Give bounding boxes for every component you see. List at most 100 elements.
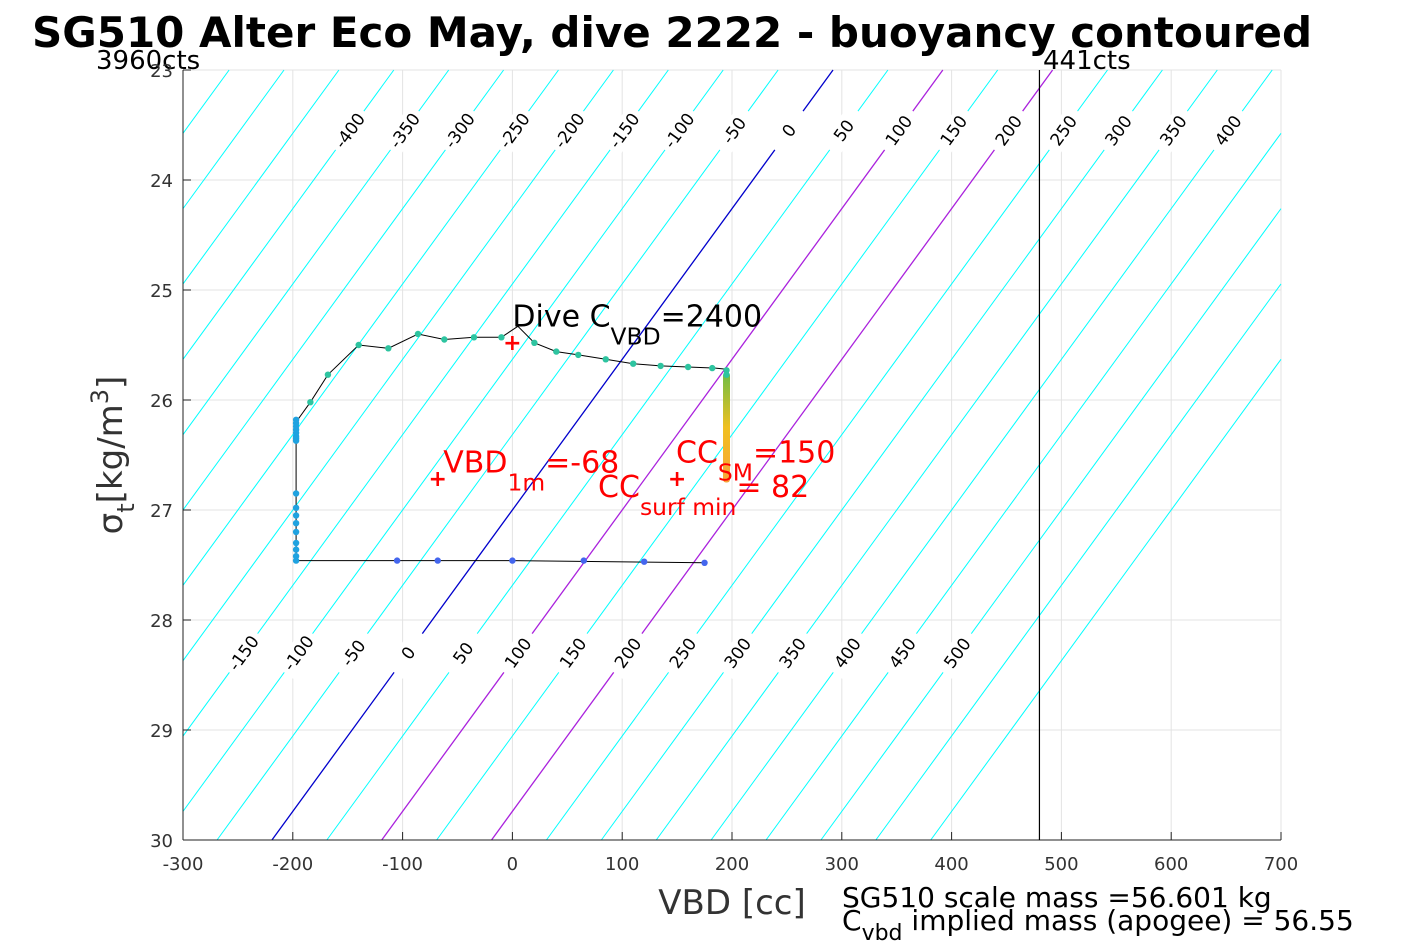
x-tick-label: 100 xyxy=(605,854,639,875)
contour-line--450 xyxy=(182,69,340,285)
grid xyxy=(182,69,1282,841)
y-axis-label: σt[kg/m3] xyxy=(86,376,140,535)
x-tick-label: -100 xyxy=(382,854,423,875)
cc-sm-label-main: CC xyxy=(676,436,718,471)
contour-label-bottom-450-bg xyxy=(879,627,926,679)
contour-label-top-150-bg xyxy=(930,104,977,157)
contour-label-top-100-bg xyxy=(875,104,922,157)
right-count-label: 441cts xyxy=(1043,46,1131,76)
y-axis-label-close: ] xyxy=(91,376,131,389)
contour-label-top--150-bg xyxy=(601,104,648,157)
cc-surf-min-label-tail: = 82 xyxy=(736,470,809,505)
contour-line-150 xyxy=(436,69,999,841)
sample-point-samples_wall xyxy=(292,528,300,536)
sample-point-samples_wall xyxy=(292,553,300,560)
x-tick-label: -300 xyxy=(163,854,204,875)
sample-point-samples_shallow xyxy=(307,399,314,406)
contour-line-350 xyxy=(655,69,1218,841)
sample-point-samples_shallow xyxy=(602,356,609,363)
sample-point-samples_deep xyxy=(393,557,401,564)
sample-point-samples_shallow xyxy=(575,351,582,359)
contour-line--550 xyxy=(182,69,230,134)
contour-line-300 xyxy=(600,69,1163,841)
sample-point-samples_deep xyxy=(509,557,516,564)
contour-label-bottom--100-bg xyxy=(275,627,322,679)
x-tick-label: 0 xyxy=(507,854,518,875)
sample-point-samples_shallow xyxy=(355,341,362,349)
x-tick-label: 500 xyxy=(1044,854,1078,875)
vbd-1m-label-main: VBD xyxy=(443,446,507,481)
contour-label-bottom-0-bg xyxy=(385,627,432,679)
contour-line-450 xyxy=(765,132,1282,841)
contour-line--250 xyxy=(182,69,559,586)
profile-line xyxy=(295,325,727,564)
sample-point-samples_deep xyxy=(580,557,587,564)
sample-point-samples_wall xyxy=(292,539,300,547)
sample-point-samples_shallow xyxy=(441,336,448,343)
cc-sm-label-sub: SM xyxy=(718,459,753,487)
sample-point-samples_shallow xyxy=(723,371,730,378)
cc-surf-min-label: CCsurf min= 82 xyxy=(598,470,809,521)
vbd-1m-label-sub: 1m xyxy=(507,469,545,497)
sample-point-samples_wall xyxy=(292,435,300,442)
left-count-label: 3960cts xyxy=(96,46,200,76)
vbd-1m-label-tail: =-68 xyxy=(545,446,619,481)
contour-line--150 xyxy=(182,69,669,737)
marker-vbd-1m: + xyxy=(429,467,447,492)
contour-label-top--400-bg xyxy=(326,104,373,157)
dive-cvbd-label-tail: =2400 xyxy=(661,299,762,334)
contour-label-bottom--150-bg xyxy=(220,627,267,679)
sample-point-samples_deep xyxy=(434,557,441,564)
contour-label-bottom-500-bg xyxy=(934,627,981,679)
sample-point-samples_wall xyxy=(292,490,300,497)
y-tick-label: 24 xyxy=(150,171,173,192)
y-tick-label: 23 xyxy=(150,61,173,82)
cc-sm-label-tail: =150 xyxy=(753,436,835,471)
contour-line--50 xyxy=(216,69,779,841)
y-tick-label: 27 xyxy=(150,501,173,522)
contour-line--100 xyxy=(182,69,724,812)
contour-label-top-200-bg xyxy=(985,104,1032,157)
contour-label-top--50-bg xyxy=(711,104,758,157)
dive-cvbd-label-main: Dive C xyxy=(512,299,610,334)
y-tick-label: 25 xyxy=(150,281,173,302)
contour-line--500 xyxy=(182,69,285,209)
contour-label-bottom-100-bg xyxy=(494,627,542,679)
sample-point-samples_shallow xyxy=(531,339,538,346)
contour-label-bottom-250-bg xyxy=(659,627,706,679)
contour-label-top--300-bg xyxy=(436,104,483,157)
contour-line-500 xyxy=(820,208,1282,841)
contour-label-top--100-bg xyxy=(656,104,703,157)
contour-line-0 xyxy=(271,69,834,841)
marker-cc-sm: + xyxy=(668,467,686,492)
contour-line-600 xyxy=(930,359,1282,841)
x-tick-label: 600 xyxy=(1154,854,1188,875)
contour-label-bottom-300-bg xyxy=(714,627,761,679)
sample-point-samples_wall xyxy=(292,416,300,423)
x-tick-label: 200 xyxy=(715,854,749,875)
sample-point-samples_wall xyxy=(292,504,300,511)
contour-line-550 xyxy=(875,283,1282,841)
x-axis-label: VBD [cc] xyxy=(658,883,806,923)
contour-label-top-50-bg xyxy=(820,104,867,157)
contour-label-bottom-350-bg xyxy=(769,627,816,679)
vbd-1m-label: VBD1m=-68 xyxy=(443,446,619,497)
sample-point-samples_shallow xyxy=(684,363,692,371)
x-tick-label: 700 xyxy=(1264,854,1298,875)
contour-line-250 xyxy=(546,69,1108,841)
sample-point-samples_shallow xyxy=(414,330,422,338)
contour-label-top-0-bg xyxy=(765,104,812,157)
sample-point-samples_deep xyxy=(640,558,648,565)
contour-line--200 xyxy=(182,69,614,661)
contour-label-bottom-200-bg xyxy=(604,627,651,679)
contour-line-200 xyxy=(491,69,1054,841)
y-axis-label-sup: 3 xyxy=(86,389,114,404)
y-axis-label-units: [kg/m xyxy=(91,404,131,503)
sample-point-samples_deep xyxy=(701,559,708,566)
contour-line-400 xyxy=(710,69,1273,841)
dive-cvbd-label-sub: VBD xyxy=(611,322,661,350)
footer-implied-mass: Cvbd implied mass (apogee) = 56.55 xyxy=(842,904,1354,945)
sample-point-samples_shallow xyxy=(709,364,716,372)
footer-scale-mass: SG510 scale mass =56.601 kg xyxy=(842,881,1272,914)
